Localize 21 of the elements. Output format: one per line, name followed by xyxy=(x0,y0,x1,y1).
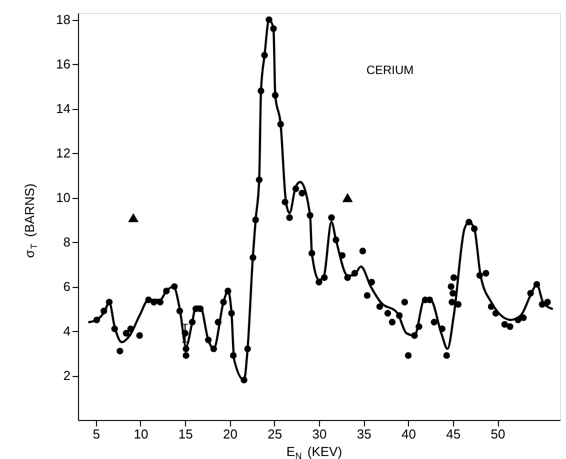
x-tick-label: 40 xyxy=(402,426,416,442)
x-tick-label: 25 xyxy=(268,426,282,442)
y-axis-title: σT (BARNS) xyxy=(22,184,39,258)
x-tick-label: 50 xyxy=(490,426,506,442)
x-tick-label: 15 xyxy=(178,426,193,442)
x-tick-label: 30 xyxy=(312,426,327,442)
y-tick-label: 16 xyxy=(56,56,70,72)
y-tick-label: 14 xyxy=(56,101,70,116)
x-tick-label: 20 xyxy=(223,426,238,442)
x-tick-label: 5 xyxy=(92,426,100,442)
y-tick-label: 10 xyxy=(56,190,70,206)
x-tick-label: 45 xyxy=(446,426,461,442)
y-tick-label: 12 xyxy=(56,146,70,161)
y-tick-label: 4 xyxy=(63,324,70,339)
y-tick-label: 18 xyxy=(56,12,70,28)
x-tick-label: 10 xyxy=(134,426,148,442)
y-tick-label: 2 xyxy=(63,368,70,384)
y-tick-label: 6 xyxy=(63,279,70,294)
annotation: CERIUM xyxy=(366,63,414,77)
x-tick-label: 35 xyxy=(356,426,372,442)
y-tick-label: 8 xyxy=(63,234,70,250)
